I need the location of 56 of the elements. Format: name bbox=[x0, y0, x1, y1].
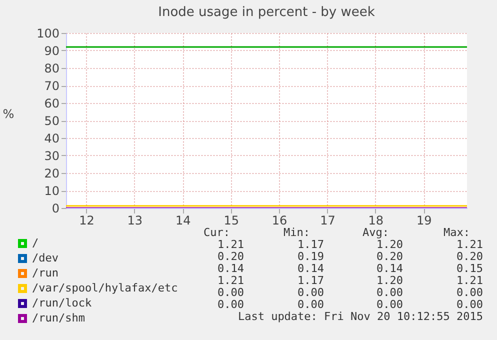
text: 0.15 bbox=[456, 262, 483, 275]
text: 1.21 bbox=[456, 274, 483, 287]
text: 1.17 bbox=[298, 238, 324, 251]
legend-label: /run/lock bbox=[32, 296, 92, 310]
legend-label: /var/spool/hylafax/etc bbox=[32, 282, 178, 294]
y-tick-label: 80 bbox=[44, 62, 60, 76]
legend-label: /run bbox=[32, 266, 58, 280]
x-tick-label: 15 bbox=[224, 214, 239, 228]
text: 0.14 bbox=[376, 262, 403, 275]
x-tick-label: 18 bbox=[368, 214, 384, 228]
y-tick-label: 90 bbox=[44, 44, 60, 58]
y-tick-label: 20 bbox=[44, 166, 60, 180]
text: 1.21 bbox=[218, 238, 244, 251]
y-tick-label: 10 bbox=[44, 184, 60, 198]
text: Min: bbox=[284, 226, 310, 239]
y-tick-label: 30 bbox=[44, 149, 60, 163]
x-tick-label: 12 bbox=[79, 214, 94, 228]
text: 0.00 bbox=[218, 286, 244, 299]
text: 0.00 bbox=[376, 298, 403, 311]
text: 0.00 bbox=[376, 286, 403, 299]
text: Cur: bbox=[204, 226, 230, 239]
text: 0.14 bbox=[298, 262, 324, 275]
y-axis-title: % bbox=[2, 107, 14, 121]
text: 0.00 bbox=[298, 286, 324, 299]
text: 0.20 bbox=[218, 250, 244, 263]
legend-label: /dev bbox=[32, 252, 59, 264]
text: 0.20 bbox=[456, 250, 483, 263]
y-tick-label: 60 bbox=[44, 96, 60, 110]
x-tick-label: 16 bbox=[272, 214, 288, 228]
text: 1.17 bbox=[298, 274, 324, 287]
y-tick-label: 0 bbox=[52, 202, 60, 216]
text: Avg: bbox=[362, 226, 389, 239]
text: Max: bbox=[444, 226, 470, 239]
x-tick-label: 14 bbox=[175, 214, 191, 228]
x-tick-label: 13 bbox=[127, 214, 143, 228]
y-tick-label: 100 bbox=[36, 26, 60, 40]
y-tick-label: 70 bbox=[44, 79, 60, 93]
text: Last update: Fri Nov 20 10:12:55 2015 bbox=[238, 310, 483, 323]
legend-label: /run/shm bbox=[32, 312, 86, 324]
text: 0.00 bbox=[298, 298, 324, 311]
x-tick-label: 17 bbox=[320, 214, 336, 228]
x-tick-label: 19 bbox=[416, 214, 432, 228]
text: 0.00 bbox=[218, 298, 244, 311]
text: 1.20 bbox=[376, 274, 403, 287]
y-tick-label: 40 bbox=[44, 132, 60, 146]
text: 1.20 bbox=[376, 238, 403, 251]
text: 0.20 bbox=[376, 250, 403, 263]
text: 0.14 bbox=[218, 262, 244, 275]
legend-label: / bbox=[32, 236, 39, 250]
text: 0.00 bbox=[456, 286, 483, 299]
y-tick-label: 50 bbox=[44, 114, 60, 128]
text: 1.21 bbox=[218, 274, 244, 287]
text: 1.21 bbox=[456, 238, 483, 251]
text: 0.19 bbox=[298, 250, 324, 263]
chart-title: Inode usage in percent - by week bbox=[158, 5, 376, 20]
text: 0.00 bbox=[456, 298, 483, 311]
